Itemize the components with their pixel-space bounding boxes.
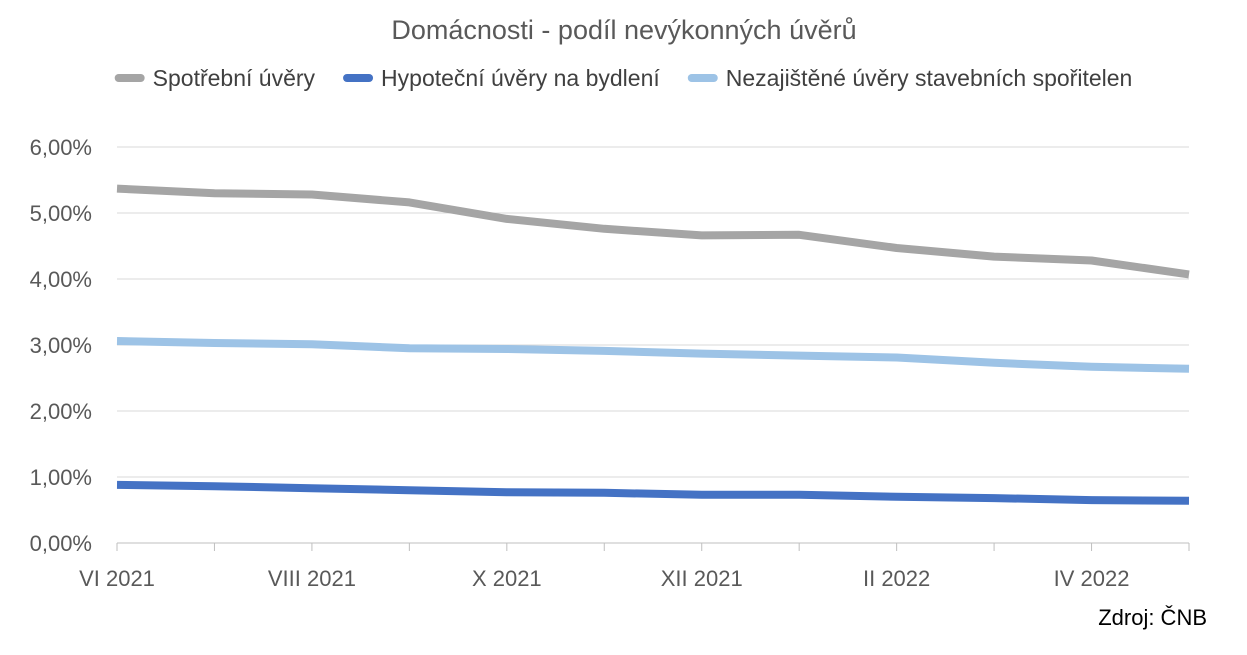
legend: Spotřební úvěry Hypoteční úvěry na bydlen… xyxy=(114,65,1133,91)
y-tick-label: 6,00% xyxy=(30,135,92,160)
legend-label: Spotřební úvěry xyxy=(153,65,316,91)
source-note: Zdroj: ČNB xyxy=(1098,605,1207,630)
legend-label: Hypoteční úvěry na bydlení xyxy=(381,65,660,91)
legend-item-3: Nezajištěné úvěry stavebních spořitelen xyxy=(687,65,1133,91)
x-tick-label: X 2021 xyxy=(472,566,542,591)
x-axis: VI 2021 VIII 2021 X 2021 XII 2021 II 2022 IV … xyxy=(79,543,1190,591)
x-tick-label: IV 2022 xyxy=(1054,566,1130,591)
series-line-1 xyxy=(116,184,1190,279)
y-tick-label: 1,00% xyxy=(30,465,92,490)
x-tick-label: XII 2021 xyxy=(661,566,743,591)
y-tick-label: 5,00% xyxy=(30,201,92,226)
legend-item-1: Spotřební úvěry xyxy=(114,65,316,91)
series-line-3 xyxy=(116,337,1190,373)
y-tick-label: 3,00% xyxy=(30,333,92,358)
chart-title: Domácnosti - podíl nevýkonných úvěrů xyxy=(391,15,856,45)
y-tick-label: 0,00% xyxy=(30,531,92,556)
legend-item-2: Hypoteční úvěry na bydlení xyxy=(343,65,660,91)
series-line-2 xyxy=(116,480,1190,505)
x-tick-label: II 2022 xyxy=(863,566,930,591)
series-lines xyxy=(116,184,1190,505)
y-tick-label: 2,00% xyxy=(30,399,92,424)
x-tick-label: VIII 2021 xyxy=(268,566,356,591)
legend-label: Nezajištěné úvěry stavebních spořitelen xyxy=(726,65,1133,91)
y-tick-label: 4,00% xyxy=(30,267,92,292)
y-axis: 0,00% 1,00% 2,00% 3,00% 4,00% 5,00% 6,00% xyxy=(30,135,92,556)
x-tick-label: VI 2021 xyxy=(79,566,155,591)
